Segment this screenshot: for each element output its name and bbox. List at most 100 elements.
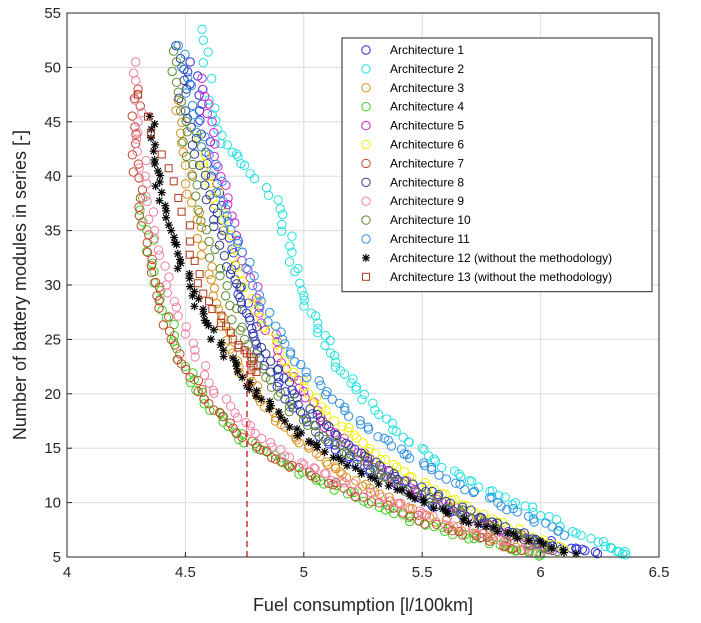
data-point [327, 475, 337, 486]
legend-label: Architecture 6 [390, 138, 464, 152]
data-point [179, 64, 189, 75]
data-point [580, 545, 590, 556]
data-point [140, 171, 150, 181]
data-point [151, 182, 160, 191]
data-point [193, 279, 202, 288]
data-point [154, 303, 164, 313]
y-tick-label: 45 [44, 114, 61, 131]
data-point [218, 225, 228, 236]
data-point [168, 46, 179, 56]
data-point [272, 365, 283, 375]
legend-label: Architecture 11 [390, 232, 470, 246]
data-point [606, 543, 617, 553]
data-point [221, 262, 232, 272]
data-point [210, 139, 220, 149]
legend: Architecture 1 Architecture 2 Architecture… [341, 37, 653, 293]
data-point [131, 134, 142, 144]
data-point [161, 201, 170, 210]
data-point [349, 430, 360, 440]
data-point [523, 511, 534, 521]
data-point [232, 238, 243, 249]
data-point [366, 497, 377, 507]
data-point [398, 432, 408, 443]
data-point [620, 546, 630, 557]
legend-marker [361, 120, 371, 131]
data-point [266, 382, 277, 393]
data-point [404, 453, 415, 463]
data-point [230, 274, 240, 285]
data-point [280, 387, 291, 397]
legend-label: Architecture 10 [390, 213, 471, 227]
data-point [130, 95, 140, 105]
data-point [429, 504, 438, 513]
data-point [373, 409, 384, 420]
data-point [219, 208, 229, 219]
data-point [173, 311, 183, 321]
data-point [301, 413, 311, 424]
data-point [474, 520, 483, 529]
data-point [173, 40, 183, 51]
data-point [171, 40, 181, 51]
data-point [132, 146, 142, 157]
data-point [368, 398, 378, 408]
data-point [493, 517, 503, 527]
data-point [351, 492, 361, 502]
data-point [141, 191, 151, 202]
legend-marker [361, 196, 371, 206]
data-point [321, 420, 332, 430]
data-point [460, 484, 470, 495]
data-point [201, 225, 212, 235]
data-point [187, 100, 198, 111]
data-point [547, 544, 556, 553]
data-point [255, 445, 265, 455]
data-point [247, 436, 257, 446]
data-point [147, 254, 157, 265]
data-point [280, 356, 290, 366]
data-point [205, 137, 216, 147]
data-point [208, 291, 218, 301]
data-point [393, 498, 403, 509]
data-point [170, 340, 180, 350]
data-point [211, 159, 221, 170]
y-tick-label: 10 [44, 495, 61, 512]
data-point [299, 375, 309, 386]
data-point [313, 318, 323, 328]
data-point [227, 315, 237, 325]
data-point [209, 388, 219, 398]
data-point [390, 471, 400, 482]
data-point [502, 505, 512, 515]
data-point [329, 485, 339, 495]
data-point [310, 427, 321, 437]
data-point [351, 433, 362, 443]
data-point [290, 266, 300, 277]
y-tick-label: 35 [44, 223, 61, 240]
data-point [289, 367, 299, 378]
data-point [245, 420, 255, 431]
data-point [469, 533, 479, 544]
data-point [231, 261, 241, 271]
data-point [169, 296, 180, 307]
data-point [204, 321, 213, 330]
data-point [374, 498, 384, 508]
data-point [209, 405, 219, 415]
data-point [586, 533, 596, 544]
data-point [337, 421, 347, 431]
data-point [341, 472, 352, 483]
data-point [520, 501, 530, 511]
data-point [185, 250, 194, 259]
data-point [273, 371, 284, 382]
data-point [211, 115, 221, 126]
data-point [153, 245, 164, 255]
data-point [287, 247, 297, 258]
data-point [187, 171, 198, 181]
data-point [185, 274, 194, 283]
data-point [197, 241, 208, 251]
data-point [237, 432, 247, 443]
data-point [320, 330, 331, 341]
data-point [284, 452, 295, 462]
data-point [377, 465, 387, 475]
data-point [233, 367, 242, 376]
data-point [325, 335, 335, 346]
data-point [498, 517, 508, 528]
